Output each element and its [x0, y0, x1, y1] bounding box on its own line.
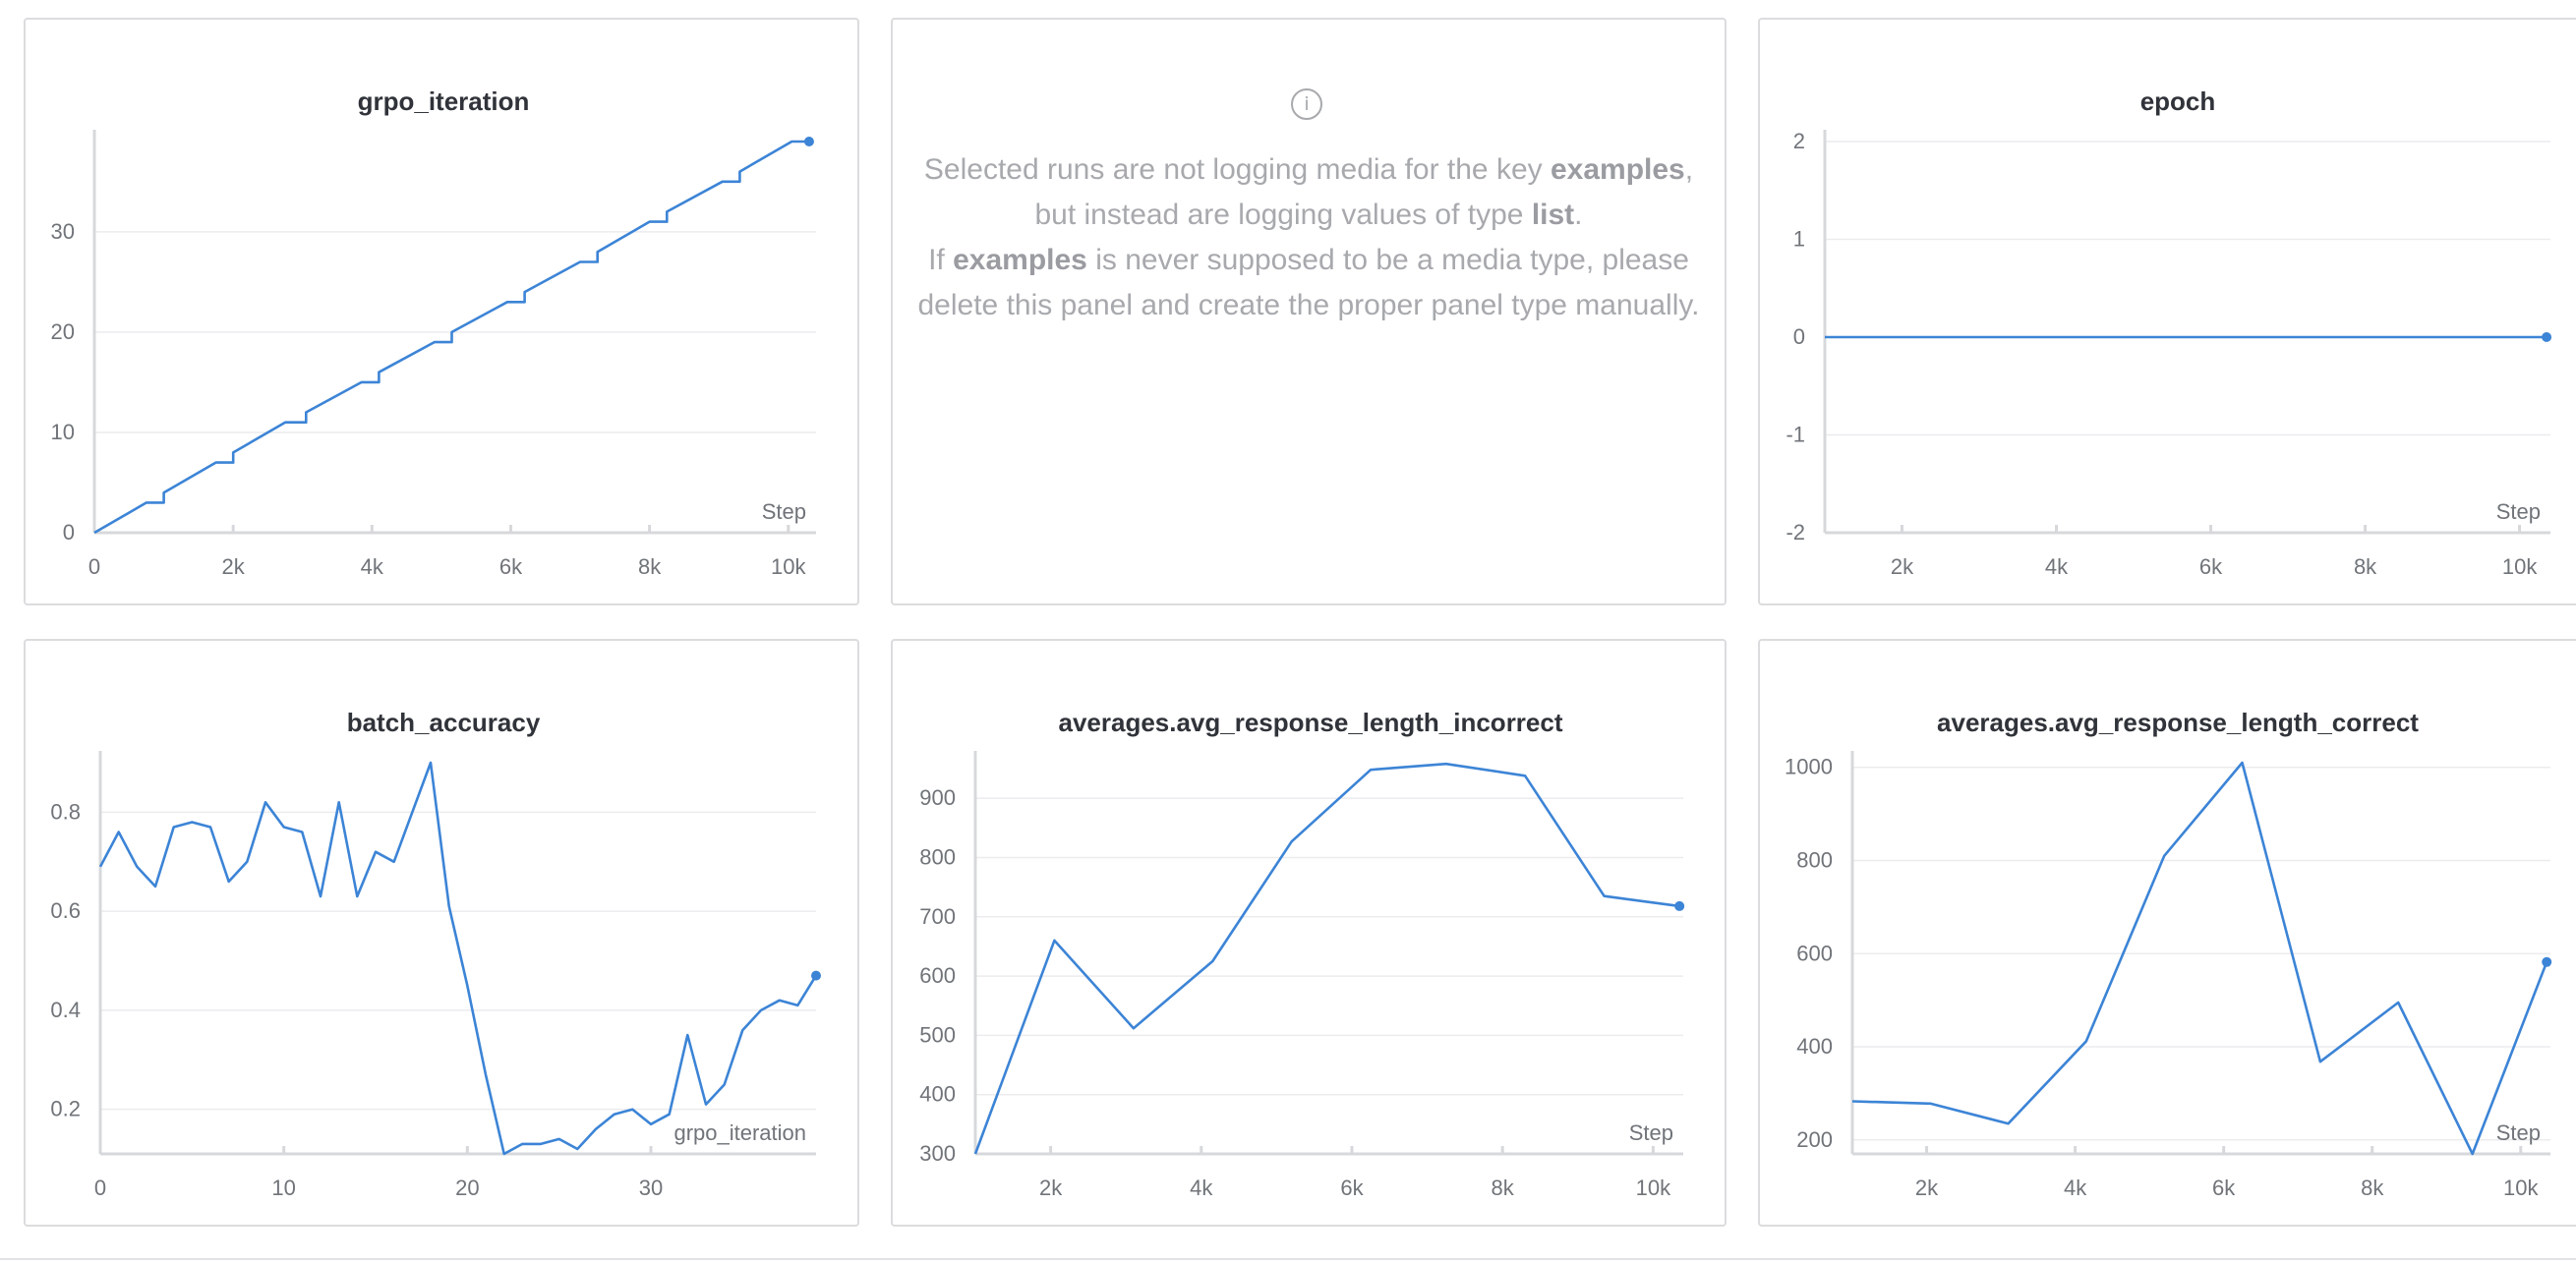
media-warning-line-3: If examples is never supposed to be a me… [893, 238, 1725, 283]
panel-avg-response-length-correct[interactable]: averages.avg_response_length_correct 200 4… [1758, 639, 2576, 1227]
msg-key: examples [953, 244, 1087, 276]
info-icon: i [1291, 88, 1322, 120]
y-tick-label: 800 [919, 844, 956, 869]
series-line [973, 762, 1680, 1155]
y-tick-label: -2 [1786, 520, 1805, 545]
chart-epoch: epoch -2 -1 0 1 2 2k 4k 6k 8k 10k Step [1786, 86, 2552, 579]
series-line [1851, 761, 2548, 1156]
msg-text: . [1574, 199, 1583, 231]
panel-batch-accuracy[interactable]: batch_accuracy 0.2 0.4 0.6 0.8 0 10 20 30 grpo_it… [24, 639, 859, 1227]
x-tick-label: 10k [2502, 554, 2538, 579]
x-tick-label: 8k [2354, 554, 2377, 579]
y-tick-label: 1000 [1785, 755, 1833, 779]
x-axis-label: grpo_iteration [673, 1120, 806, 1145]
y-tick-label: 1 [1793, 227, 1805, 252]
x-tick-label: 0 [94, 1176, 106, 1200]
y-tick-label: 500 [919, 1022, 956, 1047]
y-tick-label: 0.6 [50, 898, 81, 923]
x-tick-label: 10k [771, 554, 806, 579]
y-tick-label: 20 [51, 319, 75, 344]
y-tick-label: 0 [63, 520, 75, 545]
media-warning-line-2: but instead are logging values of type l… [893, 193, 1725, 238]
y-tick-label: 0.4 [50, 998, 81, 1022]
y-tick-label: 0 [1793, 324, 1805, 349]
chart-avg-response-length-incorrect: averages.avg_response_length_incorrect 30… [919, 708, 1685, 1200]
x-tick-label: 2k [1891, 554, 1914, 579]
msg-text: but instead are logging values of type [1034, 199, 1532, 231]
x-tick-label: 6k [2199, 554, 2223, 579]
chart-title: averages.avg_response_length_incorrect [1058, 708, 1562, 737]
x-tick-label: 4k [2064, 1176, 2087, 1200]
x-tick-label: 6k [499, 554, 523, 579]
y-tick-label: 10 [51, 420, 75, 444]
chart-title: averages.avg_response_length_correct [1937, 708, 2419, 737]
x-tick-label: 2k [222, 554, 246, 579]
x-tick-label: 6k [2212, 1176, 2236, 1200]
y-tick-label: 800 [1796, 848, 1833, 873]
y-tick-label: 2 [1793, 129, 1805, 153]
panel-grpo-iteration[interactable]: grpo_iteration 0 10 20 30 0 2k 4k 6k 8k 10k Step [24, 18, 859, 605]
x-tick-label: 2k [1915, 1176, 1939, 1200]
y-tick-label: 900 [919, 785, 956, 810]
x-tick-label: 2k [1039, 1176, 1063, 1200]
x-tick-label: 4k [361, 554, 384, 579]
series-end-point [1674, 900, 1685, 911]
section-divider [0, 1258, 2576, 1260]
x-tick-label: 8k [2361, 1176, 2384, 1200]
panel-avg-response-length-incorrect[interactable]: averages.avg_response_length_incorrect 30… [891, 639, 1727, 1227]
x-axis-label: Step [1629, 1120, 1673, 1145]
x-tick-label: 10k [2503, 1176, 2539, 1200]
x-tick-label: 10k [1636, 1176, 1671, 1200]
media-warning-line-4: delete this panel and create the proper … [917, 289, 1700, 321]
series-end-point [803, 137, 814, 146]
chart-title: batch_accuracy [347, 708, 541, 737]
chart-avg-response-length-correct: averages.avg_response_length_correct 200 4… [1785, 708, 2552, 1200]
y-tick-label: 30 [51, 219, 75, 244]
msg-text: is never supposed to be a media type, pl… [1086, 244, 1689, 276]
y-tick-label: 0.8 [50, 799, 81, 824]
y-tick-label: 400 [919, 1082, 956, 1107]
chart-title: epoch [2140, 86, 2216, 116]
x-tick-label: 4k [1190, 1176, 1213, 1200]
x-tick-label: 8k [638, 554, 662, 579]
y-tick-label: 300 [919, 1141, 956, 1166]
chart-title: grpo_iteration [358, 86, 530, 116]
series-end-point [2542, 332, 2552, 342]
y-tick-label: 400 [1796, 1034, 1833, 1059]
series-line [93, 140, 809, 535]
x-tick-label: 8k [1492, 1176, 1515, 1200]
chart-batch-accuracy: batch_accuracy 0.2 0.4 0.6 0.8 0 10 20 30 grpo_it… [50, 708, 821, 1200]
msg-text: If [928, 244, 954, 276]
series-line [98, 761, 818, 1156]
panel-examples-media[interactable]: i Selected runs are not logging media fo… [891, 18, 1727, 605]
msg-key: examples [1550, 153, 1685, 186]
y-tick-label: 600 [1796, 941, 1833, 965]
x-axis-label: Step [2496, 1120, 2541, 1145]
media-warning-message: Selected runs are not logging media for … [893, 147, 1725, 328]
x-axis-label: Step [2496, 499, 2541, 524]
y-tick-label: -1 [1786, 423, 1805, 447]
x-tick-label: 30 [639, 1176, 663, 1200]
y-tick-label: 0.2 [50, 1097, 81, 1121]
series-end-point [811, 970, 821, 981]
y-tick-label: 700 [919, 904, 956, 929]
x-tick-label: 10 [271, 1176, 295, 1200]
msg-text: Selected runs are not logging media for … [923, 153, 1551, 186]
msg-type: list [1531, 199, 1575, 231]
msg-text: , [1684, 153, 1694, 186]
y-tick-label: 200 [1796, 1127, 1833, 1152]
x-tick-label: 20 [455, 1176, 479, 1200]
x-tick-label: 4k [2045, 554, 2069, 579]
x-tick-label: 6k [1340, 1176, 1364, 1200]
chart-grpo-iteration: grpo_iteration 0 10 20 30 0 2k 4k 6k 8k 10k Step [51, 86, 816, 579]
x-axis-label: Step [762, 499, 806, 524]
x-tick-label: 0 [88, 554, 100, 579]
panel-epoch[interactable]: epoch -2 -1 0 1 2 2k 4k 6k 8k 10k Step [1758, 18, 2576, 605]
series-end-point [2542, 956, 2552, 967]
y-tick-label: 600 [919, 963, 956, 988]
media-warning-line-1: Selected runs are not logging media for … [893, 147, 1725, 193]
